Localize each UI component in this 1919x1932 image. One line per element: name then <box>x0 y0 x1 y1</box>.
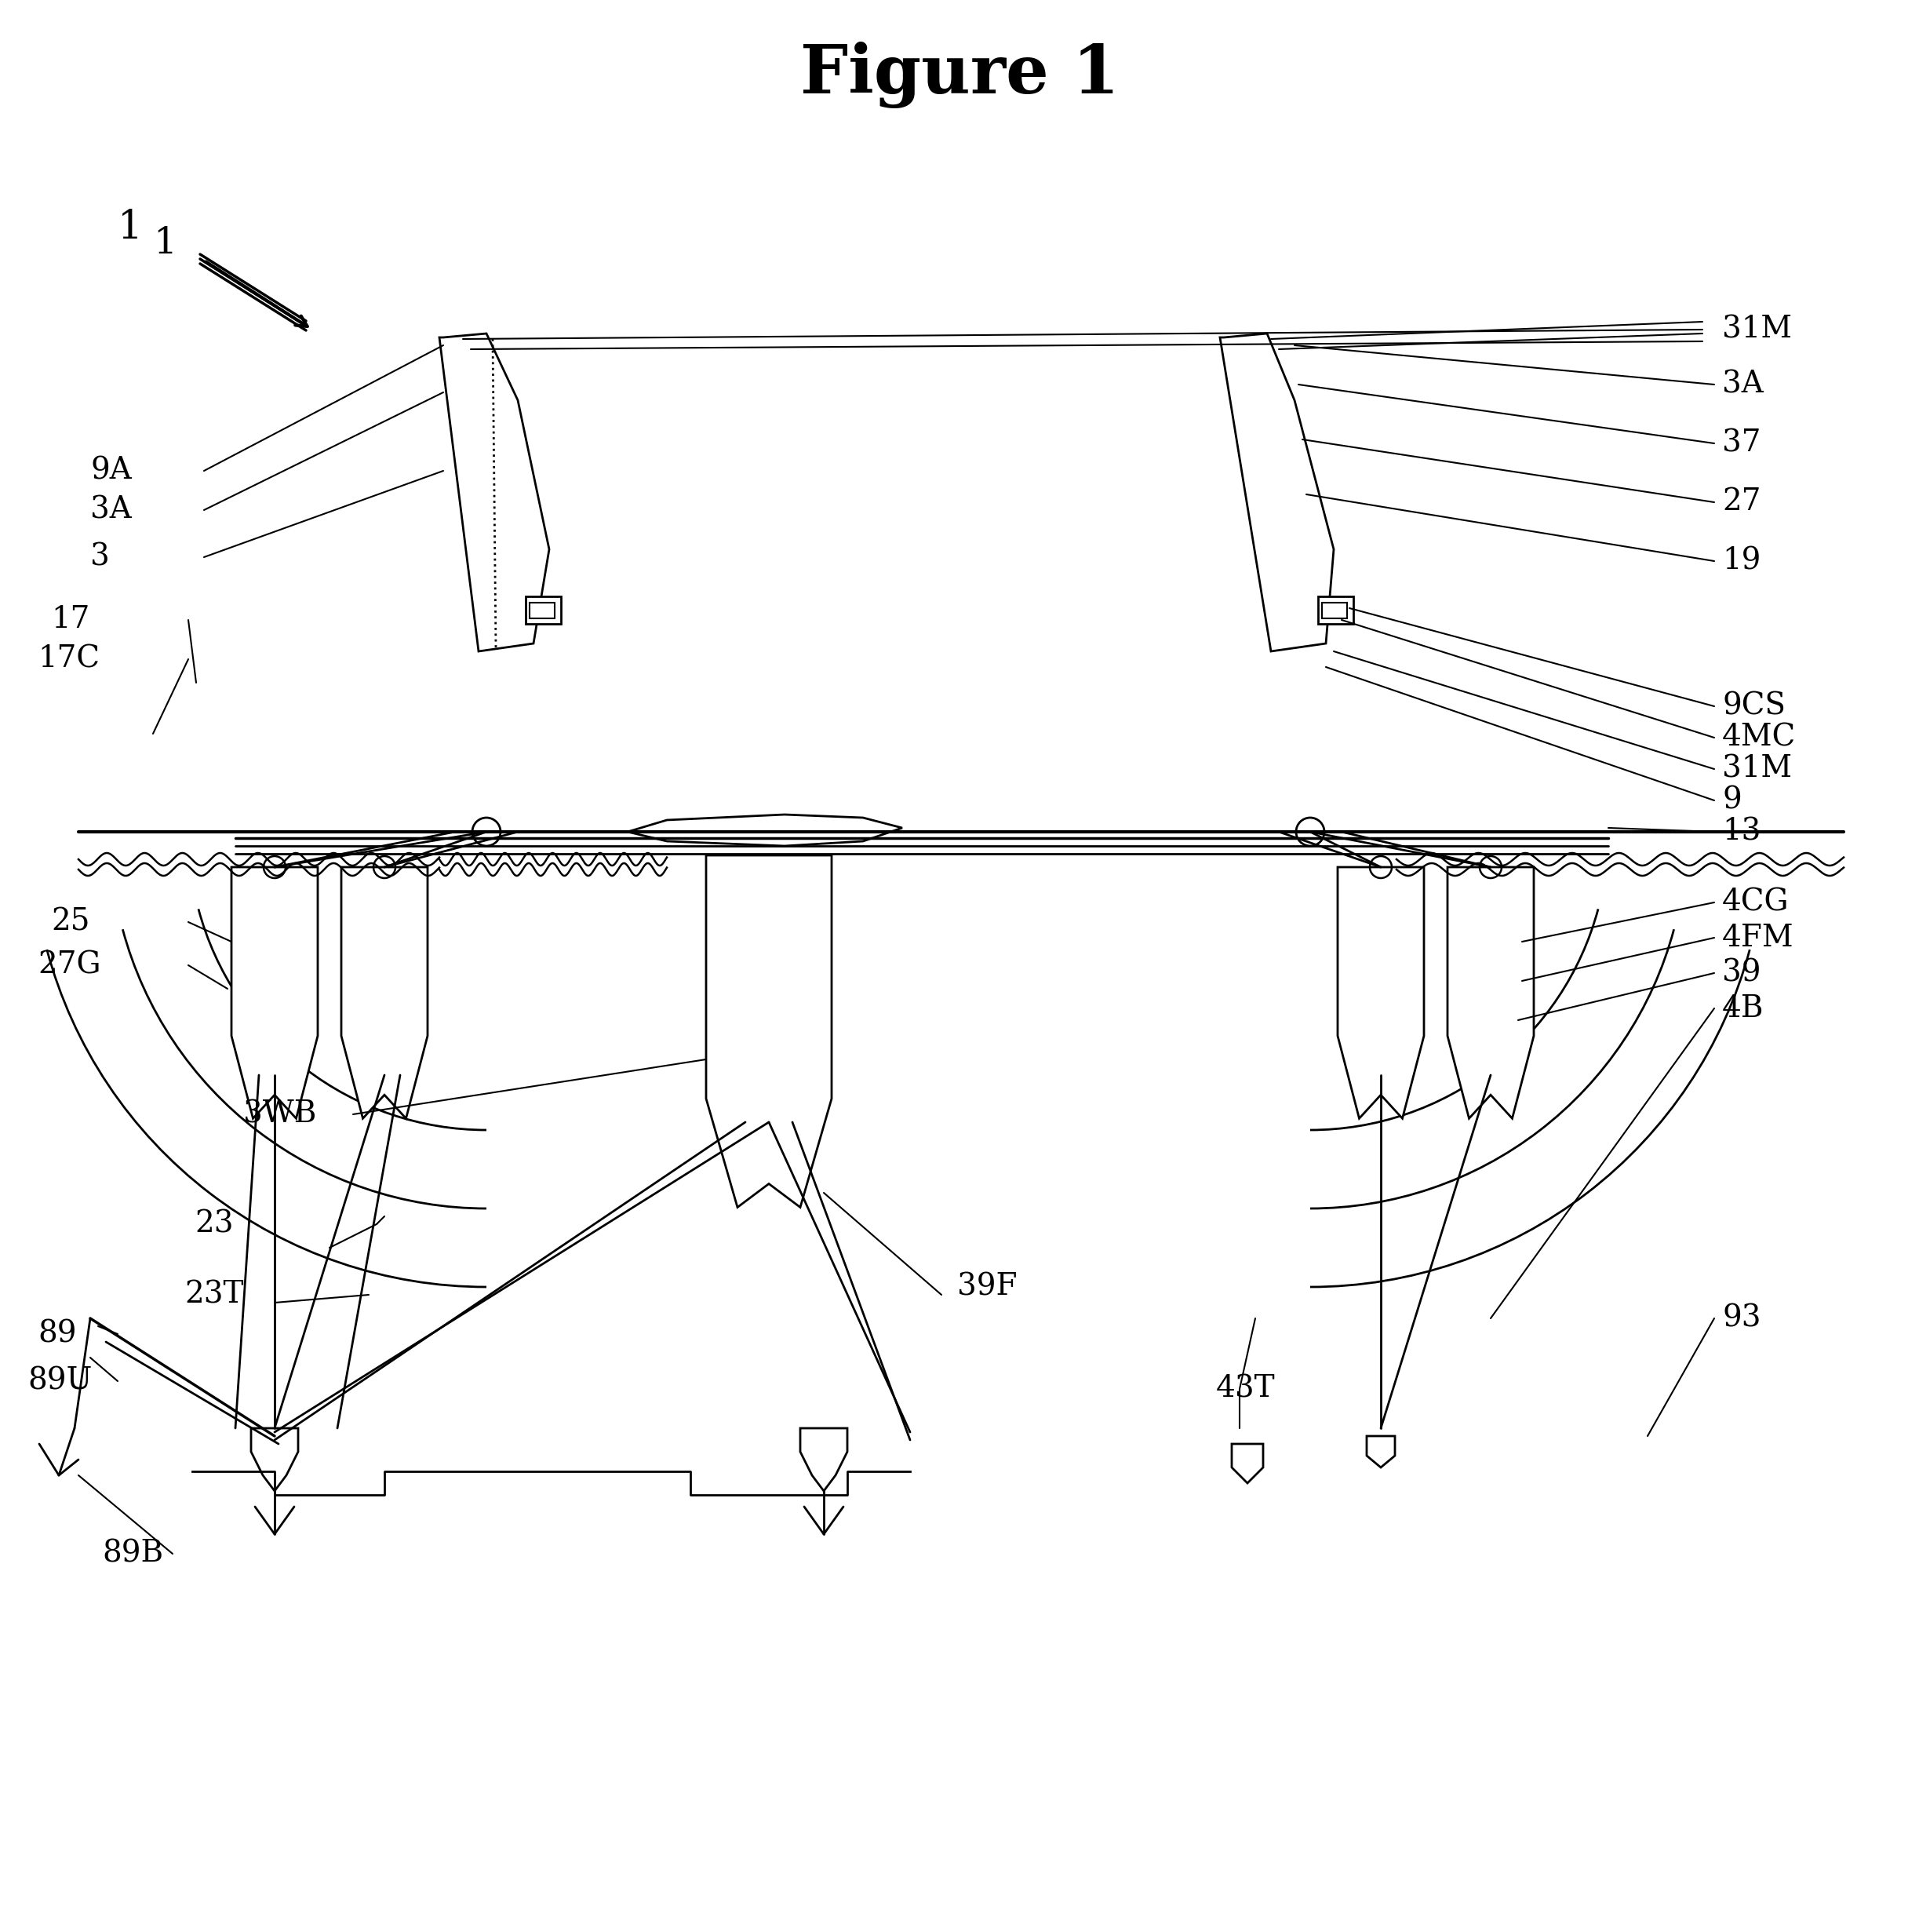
Text: 3A: 3A <box>90 495 132 526</box>
Text: 19: 19 <box>1721 547 1762 576</box>
Text: 93: 93 <box>1721 1304 1762 1333</box>
Polygon shape <box>706 856 831 1208</box>
Text: 31M: 31M <box>1721 755 1792 784</box>
Text: 17: 17 <box>52 605 90 634</box>
Text: 4CG: 4CG <box>1721 889 1789 918</box>
Polygon shape <box>342 867 428 1119</box>
Text: 43T: 43T <box>1217 1374 1276 1403</box>
Text: 89: 89 <box>38 1320 77 1349</box>
Text: 1: 1 <box>117 209 142 247</box>
Text: 17C: 17C <box>38 645 100 674</box>
Text: 25: 25 <box>52 908 90 937</box>
Text: 13: 13 <box>1721 817 1762 846</box>
Polygon shape <box>628 815 902 846</box>
Text: 4FM: 4FM <box>1721 923 1794 952</box>
FancyBboxPatch shape <box>1322 603 1347 618</box>
Text: 23: 23 <box>194 1209 234 1238</box>
Text: 31M: 31M <box>1721 315 1792 344</box>
Text: 27: 27 <box>1721 487 1762 516</box>
Text: 4MC: 4MC <box>1721 723 1796 752</box>
FancyBboxPatch shape <box>530 603 555 618</box>
Text: 89U: 89U <box>27 1366 92 1395</box>
Polygon shape <box>800 1428 848 1492</box>
Polygon shape <box>251 1428 297 1492</box>
Polygon shape <box>1338 867 1424 1119</box>
Text: 3: 3 <box>90 543 109 572</box>
Text: 3WB: 3WB <box>244 1099 317 1128</box>
Text: 9CS: 9CS <box>1721 692 1785 721</box>
Polygon shape <box>1447 867 1533 1119</box>
Text: Figure 1: Figure 1 <box>800 41 1119 108</box>
Polygon shape <box>1232 1443 1263 1484</box>
Polygon shape <box>439 334 549 651</box>
FancyBboxPatch shape <box>1318 597 1353 624</box>
Text: 4B: 4B <box>1721 993 1764 1022</box>
Polygon shape <box>1220 334 1334 651</box>
Text: 37: 37 <box>1721 429 1762 458</box>
Text: 39F: 39F <box>958 1273 1017 1302</box>
Text: 3A: 3A <box>1721 371 1764 400</box>
Text: 9: 9 <box>1721 786 1742 815</box>
Polygon shape <box>1366 1435 1395 1468</box>
Text: 89B: 89B <box>102 1540 163 1569</box>
Text: 39: 39 <box>1721 958 1762 987</box>
Text: 9A: 9A <box>90 456 132 485</box>
Text: 1: 1 <box>154 226 177 261</box>
Polygon shape <box>232 867 319 1119</box>
FancyBboxPatch shape <box>526 597 560 624</box>
Text: 27G: 27G <box>38 951 102 980</box>
Text: 23T: 23T <box>184 1281 244 1310</box>
